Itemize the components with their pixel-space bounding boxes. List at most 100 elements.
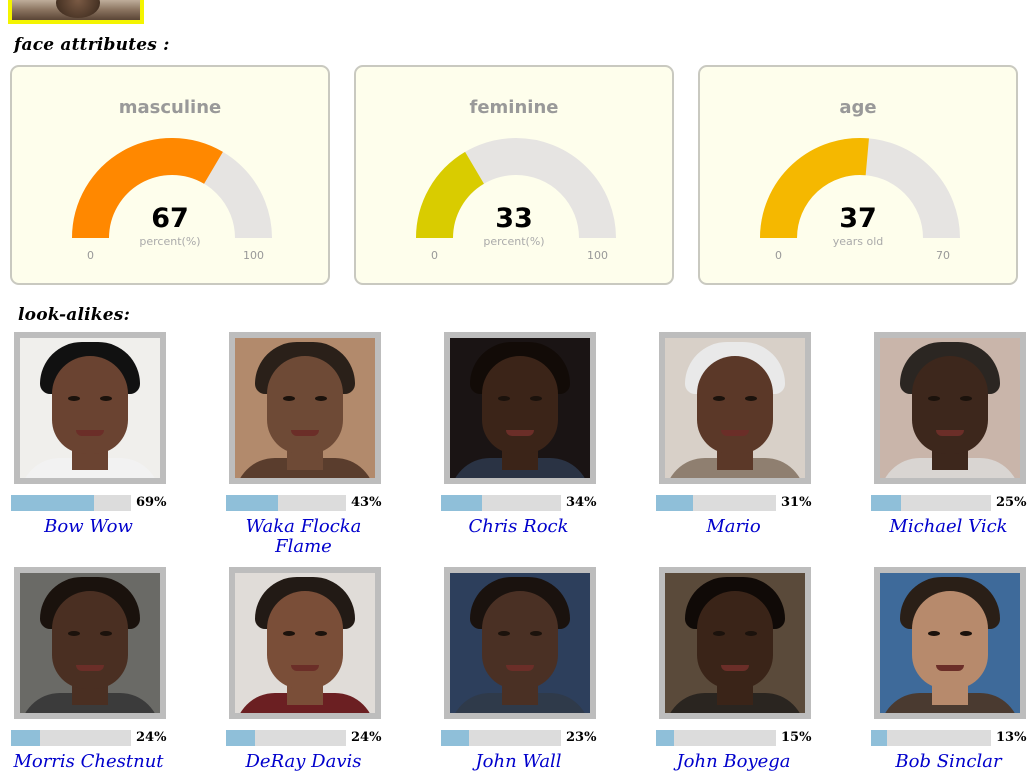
gauge-unit: years old — [832, 235, 884, 248]
gauge-max: 100 — [243, 249, 264, 262]
photo-eye — [713, 396, 725, 401]
gauge-value: 37 — [839, 203, 877, 234]
gauge-fill — [72, 138, 223, 239]
photo-eye — [928, 396, 940, 401]
look-alike-photo-frame[interactable] — [444, 567, 596, 719]
similarity-bar — [441, 495, 561, 511]
photo-head — [482, 356, 558, 454]
look-alike-photo[interactable] — [880, 573, 1020, 713]
photo-eye — [960, 631, 972, 636]
look-alike-name-link[interactable]: Chris Rock — [468, 516, 569, 537]
look-alike-photo-frame[interactable] — [229, 332, 381, 484]
similarity-bar — [656, 495, 776, 511]
photo-head — [482, 591, 558, 689]
photo-mouth — [506, 665, 534, 671]
gauge-masculine-svg — [72, 138, 272, 239]
photo-eye — [68, 396, 80, 401]
similarity-percent: 23% — [566, 730, 597, 745]
look-alike-photo-frame[interactable] — [229, 567, 381, 719]
similarity-bar — [226, 495, 346, 511]
similarity-bar-fill — [441, 495, 482, 511]
look-alike-name-link[interactable]: Bob Sinclar — [895, 751, 1002, 772]
photo-eye — [68, 631, 80, 636]
look-alike-photo[interactable] — [20, 338, 160, 478]
similarity-bar — [871, 730, 991, 746]
look-alike-photo[interactable] — [665, 338, 805, 478]
photo-head — [52, 356, 128, 454]
face-attributes-heading: face attributes : — [14, 35, 170, 55]
gauge-title: age — [839, 97, 877, 118]
look-alike-name-link[interactable]: Waka Flocka Flame — [245, 516, 362, 557]
similarity-bar-fill — [226, 495, 278, 511]
look-alike-photo-frame[interactable] — [874, 332, 1026, 484]
similarity-bar-fill — [11, 495, 94, 511]
similarity-percent: 24% — [136, 730, 167, 745]
photo-head — [52, 591, 128, 689]
look-alike-photo[interactable] — [450, 338, 590, 478]
look-alike-photo[interactable] — [20, 573, 160, 713]
look-alike-name-link[interactable]: Morris Chestnut — [13, 751, 164, 772]
photo-head — [912, 356, 988, 454]
similarity-bar-fill — [656, 730, 674, 746]
photo-eye — [530, 631, 542, 636]
gauge-unit: percent(%) — [483, 235, 545, 248]
look-alike-photo[interactable] — [665, 573, 805, 713]
photo-eye — [283, 631, 295, 636]
look-alike-name-link[interactable]: Bow Wow — [44, 516, 133, 537]
photo-eye — [530, 396, 542, 401]
photo-mouth — [721, 665, 749, 671]
photo-mouth — [76, 430, 104, 436]
similarity-percent: 15% — [781, 730, 812, 745]
photo-eye — [100, 396, 112, 401]
look-alike-name-link[interactable]: Michael Vick — [889, 516, 1008, 537]
look-alike-photo[interactable] — [235, 573, 375, 713]
look-alike-photo-frame[interactable] — [444, 332, 596, 484]
look-alike-name-link[interactable]: John Boyega — [676, 751, 791, 772]
photo-mouth — [936, 665, 964, 671]
similarity-bar — [226, 730, 346, 746]
gauge-max: 100 — [587, 249, 608, 262]
gauge-title: masculine — [118, 97, 222, 118]
similarity-bar-fill — [656, 495, 694, 511]
photo-eye — [928, 631, 940, 636]
similarity-bar — [11, 495, 131, 511]
look-alike-name-link[interactable]: John Wall — [475, 751, 562, 772]
similarity-bar — [11, 730, 131, 746]
gauge-unit: percent(%) — [139, 235, 201, 248]
photo-mouth — [936, 430, 964, 436]
gauge-max: 70 — [936, 249, 950, 262]
query-face-thumbnail[interactable] — [8, 0, 144, 24]
look-alike-name-link[interactable]: DeRay Davis — [245, 751, 362, 772]
similarity-percent: 13% — [996, 730, 1027, 745]
similarity-bar — [656, 730, 776, 746]
look-alikes-heading: look-alikes: — [18, 305, 131, 325]
look-alike-photo[interactable] — [235, 338, 375, 478]
gauge-fill — [760, 138, 869, 239]
gauge-value: 67 — [151, 203, 189, 234]
look-alike-name-link[interactable]: Mario — [706, 516, 761, 537]
gauge-min: 0 — [431, 249, 438, 262]
look-alike-photo-frame[interactable] — [14, 567, 166, 719]
photo-eye — [498, 396, 510, 401]
look-alike-photo-frame[interactable] — [659, 332, 811, 484]
similarity-percent: 25% — [996, 495, 1027, 510]
look-alike-photo-frame[interactable] — [659, 567, 811, 719]
photo-eye — [713, 631, 725, 636]
look-alike-photo[interactable] — [450, 573, 590, 713]
gauge-feminine-svg — [416, 138, 616, 239]
similarity-bar-fill — [441, 730, 469, 746]
gauge-card-feminine: feminine 33 percent(%) 0 100 — [354, 65, 674, 285]
look-alike-photo[interactable] — [880, 338, 1020, 478]
photo-head — [267, 591, 343, 689]
photo-eye — [283, 396, 295, 401]
gauge-card-masculine: masculine 67 percent(%) 0 100 — [10, 65, 330, 285]
photo-eye — [315, 396, 327, 401]
photo-eye — [100, 631, 112, 636]
photo-mouth — [76, 665, 104, 671]
similarity-bar — [441, 730, 561, 746]
look-alike-photo-frame[interactable] — [874, 567, 1026, 719]
photo-head — [697, 356, 773, 454]
look-alike-photo-frame[interactable] — [14, 332, 166, 484]
gauge-min: 0 — [775, 249, 782, 262]
